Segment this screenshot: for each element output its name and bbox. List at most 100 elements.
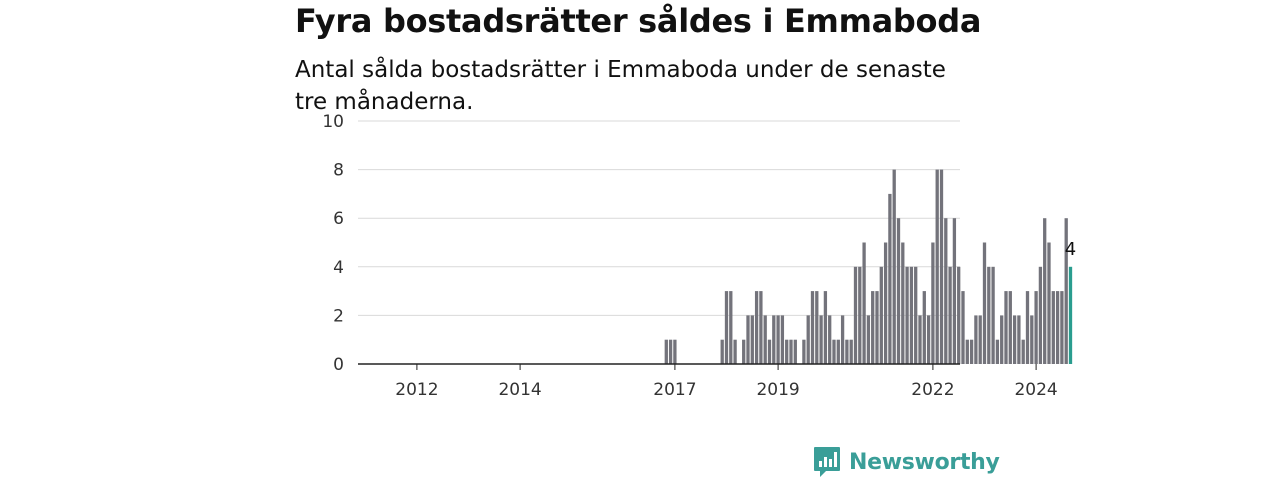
x-tick-label: 2012 <box>395 380 438 400</box>
bar <box>772 315 776 364</box>
bar <box>969 339 974 364</box>
bar <box>922 291 926 364</box>
bar <box>905 266 909 364</box>
bar <box>1030 315 1034 364</box>
bar <box>720 339 724 364</box>
bar <box>789 339 793 364</box>
highlight-bar <box>1068 266 1073 364</box>
bar <box>724 291 729 364</box>
bar <box>673 339 677 364</box>
y-tick-label: 2 <box>333 306 344 326</box>
bar <box>926 315 931 364</box>
bar <box>918 315 922 364</box>
bar <box>1034 291 1038 364</box>
bar <box>750 315 754 364</box>
grid-lines <box>358 120 960 316</box>
x-tick-label: 2017 <box>653 380 696 400</box>
x-tick-label: 2022 <box>911 380 954 400</box>
bar <box>1038 266 1043 364</box>
bar <box>802 339 806 364</box>
bar <box>763 315 767 364</box>
bar <box>858 266 862 364</box>
bar <box>815 291 819 364</box>
y-tick-label: 8 <box>333 161 344 181</box>
bar <box>948 266 952 364</box>
bar <box>793 339 797 364</box>
bar <box>1008 291 1012 364</box>
bar <box>668 339 673 364</box>
bar <box>982 242 987 364</box>
x-tick-label: 2024 <box>1014 380 1057 400</box>
bar <box>896 218 901 364</box>
bar <box>840 315 845 364</box>
bar <box>888 193 892 364</box>
bar <box>1025 291 1030 364</box>
bar <box>746 315 750 364</box>
bar <box>871 291 875 364</box>
bar <box>995 339 1000 364</box>
y-axis-labels: 0 2 4 6 8 10 <box>322 112 344 375</box>
bar <box>849 339 853 364</box>
y-tick-label: 0 <box>333 355 344 375</box>
bar <box>965 339 969 364</box>
bar <box>823 291 828 364</box>
chart-title: Fyra bostadsrätter såldes i Emmaboda <box>295 2 982 40</box>
x-tick-label: 2014 <box>498 380 541 400</box>
bar <box>754 291 759 364</box>
bar <box>733 339 737 364</box>
bar <box>729 291 733 364</box>
bar <box>780 315 785 364</box>
bar <box>853 266 858 364</box>
bar <box>767 339 772 364</box>
bar <box>828 315 832 364</box>
bar <box>883 242 888 364</box>
bar <box>836 339 840 364</box>
bar <box>866 315 871 364</box>
bar <box>991 266 995 364</box>
bar <box>961 291 965 364</box>
bar <box>1055 291 1060 364</box>
bar <box>776 315 780 364</box>
bar <box>742 339 746 364</box>
bar <box>1043 218 1047 364</box>
bar <box>664 339 668 364</box>
bar <box>806 315 810 364</box>
bar <box>1060 291 1064 364</box>
bar <box>819 315 823 364</box>
bar <box>901 242 905 364</box>
bar <box>952 218 957 364</box>
bar <box>875 291 879 364</box>
newsworthy-logo: Newsworthy <box>813 446 1000 478</box>
y-tick-label: 6 <box>333 209 344 229</box>
bar <box>1004 291 1008 364</box>
brand-name: Newsworthy <box>849 449 1000 475</box>
bar <box>939 169 944 364</box>
bar <box>987 266 991 364</box>
bar <box>759 291 763 364</box>
bars <box>664 169 1073 364</box>
bar <box>1000 315 1004 364</box>
bar <box>1012 315 1017 364</box>
bar <box>931 242 935 364</box>
bar <box>909 266 914 364</box>
bar <box>1064 218 1068 364</box>
bar <box>1051 291 1055 364</box>
bar <box>785 339 789 364</box>
bar <box>1017 315 1021 364</box>
y-tick-label: 10 <box>322 112 344 132</box>
y-tick-label: 4 <box>333 258 344 278</box>
bar <box>944 218 948 364</box>
x-tick-label: 2019 <box>756 380 799 400</box>
bar <box>1021 339 1025 364</box>
bar <box>978 315 982 364</box>
bar <box>974 315 978 364</box>
highlight-value-label: 4 <box>1065 239 1076 260</box>
bar <box>914 266 918 364</box>
bar <box>832 339 836 364</box>
bar <box>879 266 883 364</box>
bar <box>845 339 849 364</box>
bar <box>810 291 815 364</box>
bar <box>892 169 896 364</box>
bar-chart-speech-bubble-icon <box>814 447 840 477</box>
